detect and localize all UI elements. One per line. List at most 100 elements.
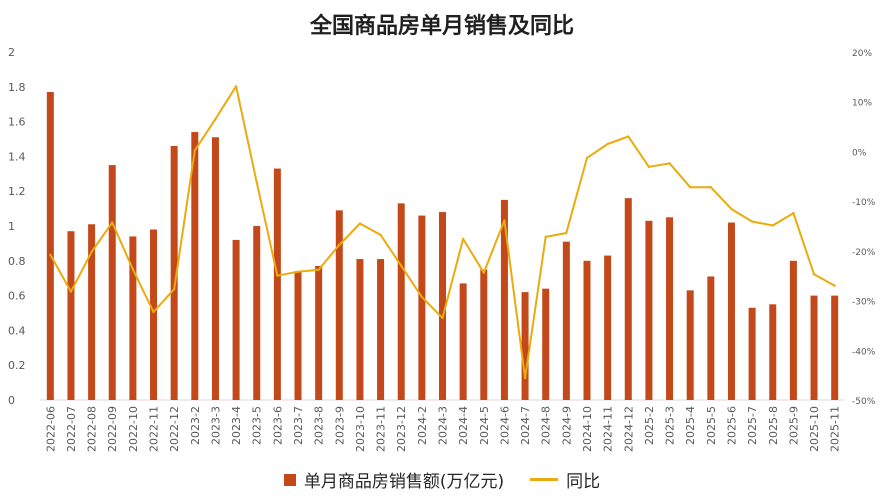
x-tick-label: 2024-6 bbox=[498, 406, 511, 445]
x-tick-label: 2024-3 bbox=[437, 406, 450, 445]
bar-sales bbox=[253, 226, 261, 400]
x-tick-label: 2024-10 bbox=[581, 406, 594, 452]
x-tick-label: 2023-4 bbox=[230, 406, 243, 445]
legend: 单月商品房销售额(万亿元) 同比 bbox=[0, 467, 884, 492]
point-yoy bbox=[565, 231, 568, 235]
bar-sales bbox=[397, 203, 405, 400]
legend-label-sales: 单月商品房销售额(万亿元) bbox=[303, 472, 505, 492]
chart-title: 全国商品房单月销售及同比 bbox=[309, 14, 574, 39]
y-right-tick-label: -10% bbox=[852, 198, 876, 208]
point-yoy bbox=[276, 274, 279, 277]
bar-sales bbox=[108, 165, 116, 400]
point-yoy bbox=[255, 181, 258, 184]
point-yoy bbox=[585, 156, 589, 160]
y-left-tick-label: 0 bbox=[8, 394, 15, 407]
point-yoy bbox=[49, 253, 52, 257]
x-tick-label: 2022-10 bbox=[127, 406, 140, 452]
x-tick-label: 2025-2 bbox=[643, 406, 656, 445]
bar-sales bbox=[624, 198, 632, 400]
x-tick-label: 2024-7 bbox=[519, 406, 532, 445]
x-tick-label: 2025-10 bbox=[808, 406, 821, 452]
y-left-tick-label: 1 bbox=[8, 220, 15, 233]
bar-sales bbox=[542, 288, 550, 400]
legend-swatch-line bbox=[530, 478, 559, 481]
bar-sales bbox=[727, 222, 735, 400]
point-yoy bbox=[296, 270, 300, 273]
legend-swatch-bar bbox=[283, 473, 296, 486]
y-left-tick-label: 1.4 bbox=[8, 150, 26, 163]
y-right-tick-label: 0% bbox=[852, 148, 867, 158]
bar-sales bbox=[211, 137, 219, 400]
point-yoy bbox=[172, 287, 176, 291]
point-yoy bbox=[627, 135, 630, 138]
point-yoy bbox=[606, 142, 609, 146]
x-tick-label: 2022-07 bbox=[65, 406, 78, 452]
bar-sales bbox=[666, 217, 674, 400]
point-yoy bbox=[358, 222, 362, 225]
point-yoy bbox=[214, 117, 217, 121]
x-tick-label: 2023-8 bbox=[313, 406, 326, 445]
x-tick-label: 2023-2 bbox=[189, 406, 202, 445]
bar-sales bbox=[789, 260, 797, 400]
x-tick-label: 2022-06 bbox=[44, 406, 57, 452]
x-tick-label: 2025-3 bbox=[664, 406, 677, 445]
x-tick-label: 2024-12 bbox=[622, 406, 635, 452]
x-tick-label: 2023-12 bbox=[395, 406, 408, 452]
bar-sales bbox=[67, 231, 75, 400]
x-tick-label: 2023-9 bbox=[333, 406, 346, 445]
bar-sales bbox=[356, 259, 364, 400]
x-tick-label: 2023-3 bbox=[209, 406, 222, 445]
point-yoy bbox=[193, 149, 197, 152]
bar-sales bbox=[439, 212, 446, 400]
x-tick-label: 2022-12 bbox=[168, 406, 181, 452]
point-yoy bbox=[668, 162, 671, 165]
bar-sales bbox=[191, 132, 199, 401]
point-yoy bbox=[317, 268, 320, 271]
y-right-tick-label: -30% bbox=[852, 298, 876, 308]
point-yoy bbox=[152, 310, 155, 314]
x-tick-label: 2024-5 bbox=[478, 406, 491, 445]
point-yoy bbox=[69, 290, 73, 293]
legend-item-yoy: 同比 bbox=[530, 467, 600, 492]
y-right-tick-label: 20% bbox=[852, 49, 872, 59]
y-right-tick-label: 10% bbox=[852, 99, 872, 109]
y-left-tick-label: 0.8 bbox=[8, 255, 26, 268]
x-tick-label: 2024-4 bbox=[457, 406, 470, 445]
x-tick-label: 2025-11 bbox=[829, 406, 842, 452]
point-yoy bbox=[688, 186, 692, 189]
legend-item-sales: 单月商品房销售额(万亿元) bbox=[283, 467, 505, 492]
x-tick-label: 2023-11 bbox=[375, 406, 388, 452]
bar-sales bbox=[88, 224, 96, 400]
point-yoy bbox=[379, 233, 382, 237]
y-left-tick-label: 0.2 bbox=[8, 359, 26, 372]
point-yoy bbox=[709, 186, 713, 189]
point-yoy bbox=[338, 243, 341, 247]
point-yoy bbox=[111, 221, 114, 224]
point-yoy bbox=[400, 264, 403, 267]
x-tick-label: 2022-08 bbox=[86, 406, 99, 452]
x-tick-label: 2025-7 bbox=[746, 406, 759, 445]
bar-sales bbox=[500, 199, 508, 400]
bar-sales bbox=[335, 210, 343, 400]
bar-sales bbox=[294, 271, 302, 400]
y-right-tick-label: -50% bbox=[852, 397, 876, 407]
x-tick-label: 2024-8 bbox=[540, 406, 553, 445]
bar-sales bbox=[769, 304, 777, 400]
x-tick-label: 2025-4 bbox=[684, 406, 697, 445]
x-tick-label: 2022-11 bbox=[148, 406, 161, 452]
bar-sales bbox=[480, 269, 488, 400]
bar-sales bbox=[315, 266, 323, 400]
legend-label-yoy: 同比 bbox=[566, 472, 601, 492]
point-yoy bbox=[503, 219, 506, 222]
x-tick-label: 2025-8 bbox=[767, 406, 780, 445]
x-tick-label: 2024-9 bbox=[560, 406, 573, 445]
bar-sales bbox=[459, 283, 467, 400]
x-tick-label: 2025-9 bbox=[787, 406, 800, 445]
y-right-tick-label: -40% bbox=[852, 347, 876, 357]
point-yoy bbox=[441, 316, 444, 320]
point-yoy bbox=[544, 235, 547, 239]
point-yoy bbox=[131, 268, 135, 271]
bar-sales bbox=[686, 290, 694, 400]
bar-sales bbox=[418, 215, 426, 400]
